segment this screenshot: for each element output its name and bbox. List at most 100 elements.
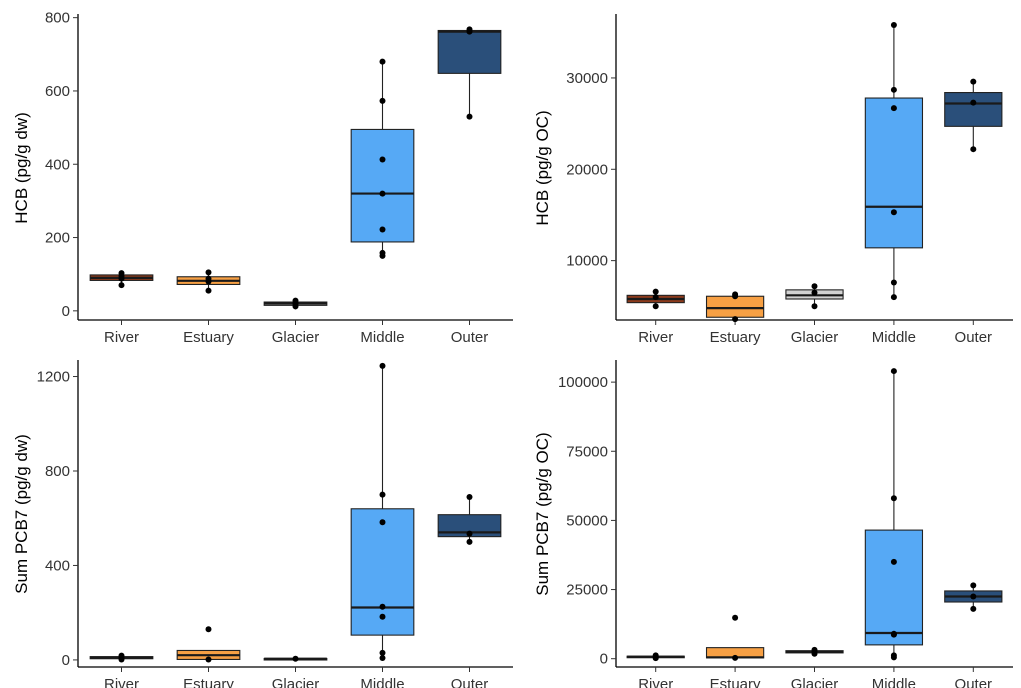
- x-tick-label: Glacier: [272, 329, 320, 346]
- data-point: [811, 646, 818, 653]
- data-point: [292, 297, 299, 304]
- box-middle: [350, 362, 415, 662]
- data-point: [466, 113, 473, 120]
- data-point: [970, 582, 977, 589]
- box-middle: [864, 368, 924, 661]
- data-point: [292, 655, 299, 662]
- box-glacier: [785, 646, 844, 657]
- y-axis-title: HCB (pg/g OC): [533, 110, 552, 225]
- box-rect: [864, 529, 924, 646]
- x-tick-label: Estuary: [183, 329, 234, 346]
- data-point: [205, 269, 212, 276]
- data-point: [652, 303, 659, 310]
- data-point: [890, 294, 897, 301]
- data-point: [379, 613, 386, 620]
- box-river: [89, 270, 154, 289]
- y-tick-label: 75000: [566, 443, 608, 460]
- y-tick-label: 0: [62, 303, 70, 320]
- data-point: [379, 58, 386, 65]
- data-point: [811, 283, 818, 290]
- data-point: [466, 26, 473, 33]
- data-point: [379, 519, 386, 526]
- x-tick-label: River: [104, 676, 139, 688]
- data-point: [205, 626, 212, 633]
- data-point: [970, 78, 977, 85]
- x-tick-label: Estuary: [710, 329, 761, 346]
- data-point: [466, 530, 473, 537]
- box-estuary: [176, 269, 241, 294]
- box-river: [626, 288, 685, 310]
- data-point: [379, 226, 386, 233]
- y-tick-label: 800: [45, 10, 70, 27]
- y-tick-label: 10000: [566, 253, 608, 270]
- data-point: [732, 316, 739, 323]
- box-outer: [944, 78, 1003, 153]
- data-point: [205, 287, 212, 294]
- x-tick-label: Middle: [360, 676, 404, 688]
- data-point: [970, 593, 977, 600]
- box-rect: [437, 29, 502, 74]
- data-point: [466, 493, 473, 500]
- data-point: [811, 303, 818, 310]
- y-tick-label: 800: [45, 463, 70, 480]
- y-tick-label: 600: [45, 83, 70, 100]
- y-tick-label: 20000: [566, 161, 608, 178]
- x-tick-label: Outer: [451, 329, 489, 346]
- data-point: [890, 495, 897, 502]
- data-point: [890, 86, 897, 93]
- data-point: [379, 655, 386, 662]
- box-glacier: [785, 283, 844, 310]
- data-point: [890, 209, 897, 216]
- box-river: [89, 652, 154, 663]
- y-tick-label: 400: [45, 156, 70, 173]
- data-point: [466, 538, 473, 545]
- data-point: [890, 279, 897, 286]
- data-point: [379, 97, 386, 104]
- data-point: [379, 649, 386, 656]
- data-point: [811, 289, 818, 296]
- box-estuary: [705, 614, 765, 661]
- data-point: [732, 291, 739, 298]
- data-point: [118, 652, 125, 659]
- y-tick-label: 0: [600, 651, 608, 668]
- x-tick-label: Outer: [451, 676, 489, 688]
- x-tick-label: Estuary: [183, 676, 234, 688]
- box-estuary: [176, 626, 241, 663]
- x-tick-label: Middle: [872, 676, 916, 688]
- box-outer: [437, 493, 502, 545]
- y-tick-label: 1200: [37, 369, 70, 386]
- x-tick-label: Glacier: [791, 676, 839, 688]
- x-tick-label: Glacier: [791, 329, 839, 346]
- data-point: [205, 275, 212, 282]
- y-tick-label: 0: [62, 652, 70, 669]
- data-point: [890, 368, 897, 375]
- data-point: [970, 605, 977, 612]
- data-point: [890, 21, 897, 28]
- y-axis-title: Sum PCB7 (pg/g dw): [12, 434, 31, 594]
- box-rect: [864, 97, 924, 249]
- y-axis-title: HCB (pg/g dw): [12, 112, 31, 223]
- data-point: [652, 288, 659, 295]
- y-tick-label: 30000: [566, 70, 608, 87]
- panel-4: 0 25000 50000 75000 100000 River Estuary Glacie…: [533, 360, 1013, 688]
- x-tick-label: River: [638, 676, 673, 688]
- box-rect: [437, 514, 502, 538]
- data-point: [379, 603, 386, 610]
- data-point: [732, 614, 739, 621]
- data-point: [379, 190, 386, 197]
- y-tick-label: 200: [45, 230, 70, 247]
- data-point: [890, 558, 897, 565]
- y-axis-title: Sum PCB7 (pg/g OC): [533, 432, 552, 595]
- data-point: [652, 652, 659, 659]
- panel-1: 0 200 400 600 800 River Estuary Glacier Middle Ou…: [12, 10, 513, 346]
- panel-2: 10000 20000 30000 River Estuary Glacier Middle…: [533, 14, 1013, 346]
- panel-3: 0 400 800 1200 River Estuary Glacier Middle Oute…: [12, 360, 513, 688]
- x-tick-label: Middle: [872, 329, 916, 346]
- data-point: [379, 491, 386, 498]
- data-point: [379, 362, 386, 369]
- data-point: [379, 249, 386, 256]
- x-tick-label: Middle: [360, 329, 404, 346]
- data-point: [379, 156, 386, 163]
- data-point: [118, 282, 125, 289]
